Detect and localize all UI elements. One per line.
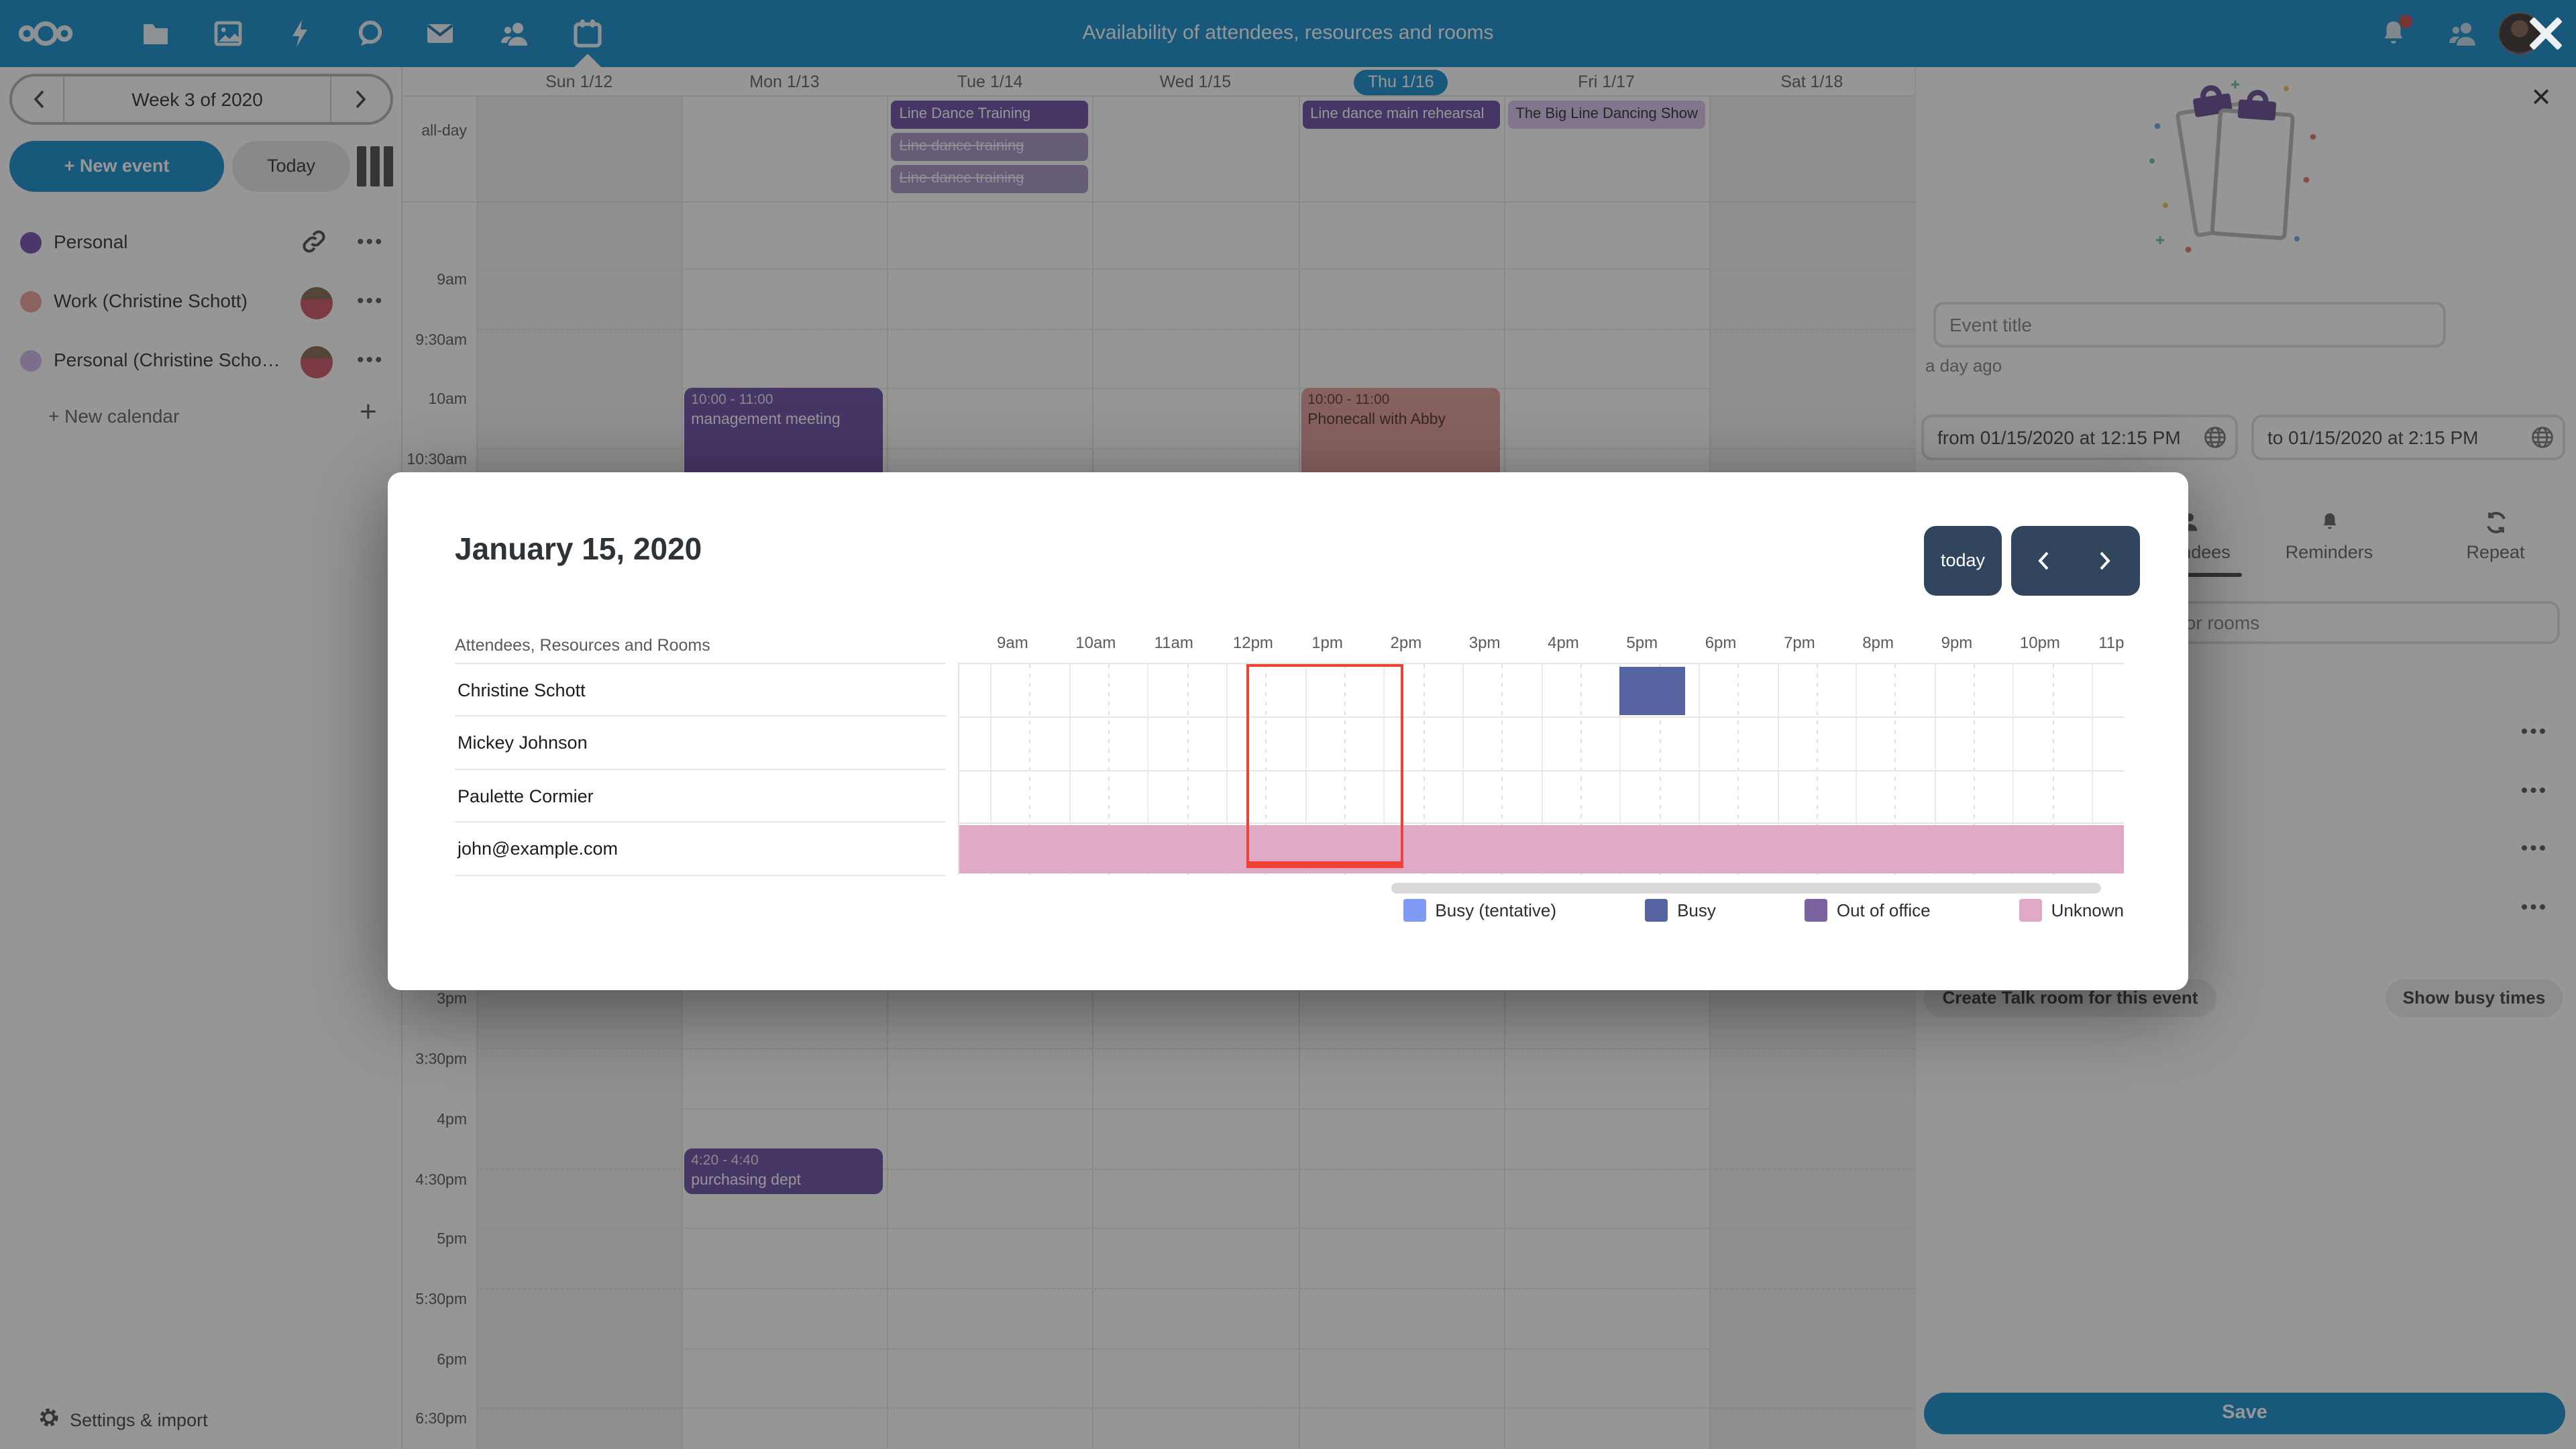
row-gridline: [959, 769, 2124, 771]
half-hour-gridline: [1108, 664, 1110, 875]
row-gridline: [959, 716, 2124, 718]
hour-gridline: [1856, 664, 1858, 875]
legend-swatch: [2019, 898, 2042, 921]
modal-date-title: January 15, 2020: [455, 531, 702, 566]
modal-prev-next-buttons: [2011, 526, 2140, 596]
next-day-icon[interactable]: [2092, 549, 2116, 573]
half-hour-gridline: [1029, 664, 1031, 875]
hour-gridline: [1777, 664, 1778, 875]
time-axis-label: 3pm: [1468, 633, 1501, 652]
half-hour-gridline: [1423, 664, 1425, 875]
time-axis-label: 11am: [1154, 633, 1193, 652]
hour-gridline: [2092, 664, 2094, 875]
hour-gridline: [1069, 664, 1071, 875]
availability-legend: Busy (tentative) Busy Out of office Unknown: [958, 896, 2124, 923]
hour-gridline: [1462, 664, 1464, 875]
selected-timeslot-outline[interactable]: [1246, 664, 1403, 868]
legend-swatch: [1804, 898, 1827, 921]
half-hour-gridline: [1187, 664, 1189, 875]
time-axis-label: 12pm: [1232, 633, 1273, 652]
time-axis-label: 10am: [1075, 633, 1116, 652]
attendee-name: Christine Schott: [455, 664, 946, 717]
legend-item: Unknown: [2019, 896, 2124, 923]
legend-label: Unknown: [2051, 900, 2124, 920]
hour-gridline: [1541, 664, 1543, 875]
availability-block-busy: [1619, 666, 1685, 715]
half-hour-gridline: [1816, 664, 1818, 875]
half-hour-gridline: [1974, 664, 1976, 875]
legend-label: Out of office: [1836, 900, 1931, 920]
hour-gridline: [1226, 664, 1228, 875]
horizontal-scrollbar[interactable]: [1391, 883, 2101, 894]
legend-swatch: [1403, 898, 1426, 921]
half-hour-gridline: [1344, 664, 1346, 875]
time-axis: 9am 10am 11am 12pm 1pm 2pm 3pm 4pm 5pm 6pm 7pm 8pm 9…: [958, 625, 2124, 663]
attendee-name: Paulette Cormier: [455, 770, 946, 823]
time-axis-label: 2pm: [1390, 633, 1422, 652]
hour-gridline: [2012, 664, 2015, 875]
hour-gridline: [1619, 664, 1621, 875]
legend-swatch: [1645, 898, 1668, 921]
legend-item: Busy: [1645, 896, 1716, 923]
time-axis-label: 9pm: [1941, 633, 1973, 652]
legend-label: Busy: [1677, 900, 1716, 920]
legend-item: Out of office: [1804, 896, 1931, 923]
hour-gridline: [1383, 664, 1385, 875]
hour-gridline: [1147, 664, 1149, 875]
time-axis-label: 11pm: [2098, 633, 2124, 652]
half-hour-gridline: [1501, 664, 1503, 875]
previous-day-icon[interactable]: [2033, 549, 2057, 573]
legend-label: Busy (tentative): [1435, 900, 1557, 920]
hour-gridline: [1934, 664, 1936, 875]
attendee-name: Mickey Johnson: [455, 717, 946, 770]
time-axis-label: 5pm: [1626, 633, 1658, 652]
hour-gridline: [1305, 664, 1307, 875]
time-axis-label: 1pm: [1311, 633, 1343, 652]
modal-today-button[interactable]: today: [1924, 526, 2002, 596]
half-hour-gridline: [1737, 664, 1739, 875]
attendee-names-column: Christine Schott Mickey Johnson Paulette C…: [455, 663, 946, 876]
time-axis-label: 9am: [997, 633, 1028, 652]
attendee-name: john@example.com: [455, 822, 946, 876]
legend-item: Busy (tentative): [1403, 896, 1556, 923]
attendees-column-header: Attendees, Resources and Rooms: [455, 636, 710, 655]
half-hour-gridline: [1659, 664, 1661, 875]
half-hour-gridline: [1894, 664, 1896, 875]
time-axis-label: 10pm: [2019, 633, 2060, 652]
half-hour-gridline: [1580, 664, 1582, 875]
half-hour-gridline: [1265, 664, 1267, 875]
time-axis-label: 8pm: [1862, 633, 1894, 652]
time-axis-label: 4pm: [1548, 633, 1579, 652]
availability-modal: January 15, 2020 today Attendees, Resour…: [388, 472, 2188, 990]
availability-block-unknown: [959, 824, 2124, 874]
time-axis-label: 6pm: [1705, 633, 1737, 652]
cursor-x-icon: [2528, 16, 2563, 51]
row-gridline: [959, 822, 2124, 824]
time-axis-label: 7pm: [1784, 633, 1815, 652]
hour-gridline: [1698, 664, 1700, 875]
hour-gridline: [990, 664, 991, 875]
availability-grid[interactable]: [958, 663, 2124, 875]
half-hour-gridline: [2052, 664, 2054, 875]
